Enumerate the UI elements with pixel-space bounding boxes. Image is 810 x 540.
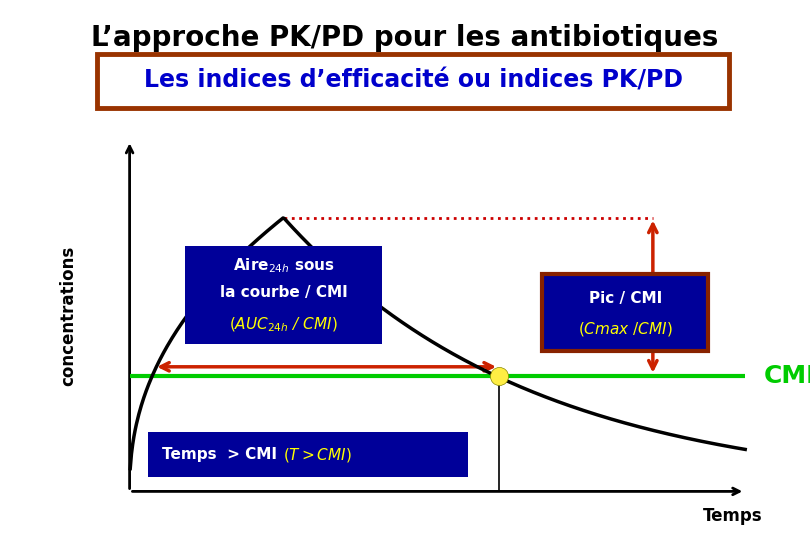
FancyBboxPatch shape xyxy=(542,274,708,351)
Text: $(Cmax$ $/CMI)$: $(Cmax$ $/CMI)$ xyxy=(578,320,672,339)
Text: L’approche PK/PD pour les antibiotiques: L’approche PK/PD pour les antibiotiques xyxy=(92,24,718,52)
Text: CMI: CMI xyxy=(764,363,810,388)
FancyBboxPatch shape xyxy=(185,246,382,344)
Text: Les indices d’efficacité ou indices PK/PD: Les indices d’efficacité ou indices PK/P… xyxy=(143,69,683,93)
Text: Pic / CMI: Pic / CMI xyxy=(589,291,662,306)
Text: concentrations: concentrations xyxy=(59,246,77,386)
Text: Temps  > CMI: Temps > CMI xyxy=(162,447,283,462)
Text: $(AUC_{24h}$ / $CMI)$: $(AUC_{24h}$ / $CMI)$ xyxy=(229,315,338,334)
Text: Aire$_{24h}$ sous: Aire$_{24h}$ sous xyxy=(232,256,335,275)
FancyBboxPatch shape xyxy=(148,432,468,477)
Text: $(T > CMI)$: $(T > CMI)$ xyxy=(283,446,352,463)
Text: Temps: Temps xyxy=(703,507,763,525)
Text: la courbe / CMI: la courbe / CMI xyxy=(220,285,347,300)
FancyBboxPatch shape xyxy=(97,54,729,108)
